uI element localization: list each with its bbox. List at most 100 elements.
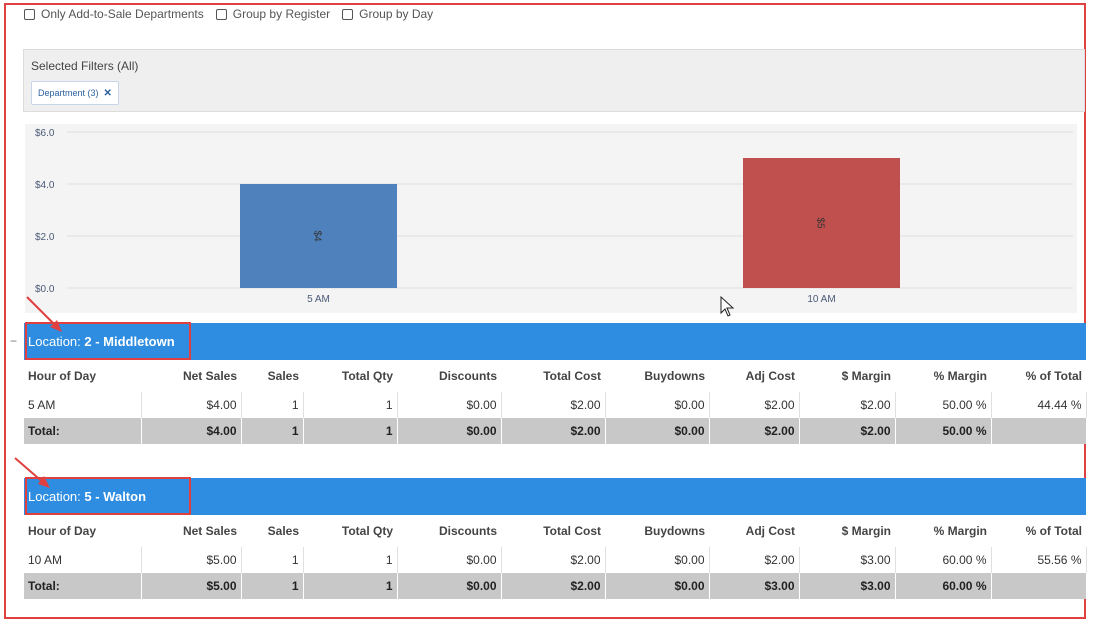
add-to-sale-label: Only Add-to-Sale Departments	[41, 7, 204, 21]
col-adj-cost[interactable]: Adj Cost	[709, 515, 799, 547]
total-discounts: $0.00	[397, 573, 502, 599]
cell-dollar-margin: $3.00	[799, 547, 896, 573]
chart-y-tick-label: $4.0	[35, 180, 55, 191]
total-percent-total	[991, 573, 1087, 599]
selected-filters-panel: Selected Filters (All) Department (3) ✕	[23, 49, 1085, 112]
collapse-icon[interactable]: −	[10, 334, 18, 348]
department-filter-chip[interactable]: Department (3) ✕	[31, 81, 119, 105]
sales-chart-svg: $0.0 $2.0 $4.0 $6.0 $4 5 AM $5 10 AM	[35, 128, 1073, 305]
col-buydowns[interactable]: Buydowns	[605, 515, 709, 547]
selected-filters-title: Selected Filters (All)	[31, 59, 139, 73]
group-by-day-option[interactable]: Group by Day	[342, 7, 433, 21]
location-table-middletown: Hour of Day Net Sales Sales Total Qty Di…	[24, 360, 1087, 444]
chart-x-tick-label: 5 AM	[307, 294, 330, 305]
sales-chart: $0.0 $2.0 $4.0 $6.0 $4 5 AM $5 10 AM	[25, 124, 1077, 313]
chart-y-tick-label: $2.0	[35, 232, 55, 243]
total-qty: 1	[303, 573, 398, 599]
total-buydowns: $0.00	[605, 573, 710, 599]
total-percent-margin: 60.00 %	[895, 573, 992, 599]
col-discounts[interactable]: Discounts	[397, 515, 501, 547]
highlight-box	[25, 477, 191, 515]
total-dollar-margin: $2.00	[799, 418, 896, 444]
col-sales[interactable]: Sales	[241, 515, 303, 547]
total-buydowns: $0.00	[605, 418, 710, 444]
col-total-qty[interactable]: Total Qty	[303, 360, 397, 392]
col-total-cost[interactable]: Total Cost	[501, 515, 605, 547]
col-hour[interactable]: Hour of Day	[24, 360, 141, 392]
total-discounts: $0.00	[397, 418, 502, 444]
col-adj-cost[interactable]: Adj Cost	[709, 360, 799, 392]
col-percent-total[interactable]: % of Total	[991, 515, 1086, 547]
col-sales[interactable]: Sales	[241, 360, 303, 392]
group-by-register-checkbox[interactable]	[215, 8, 227, 20]
add-to-sale-option[interactable]: Only Add-to-Sale Departments	[24, 7, 204, 21]
table-header-row: Hour of Day Net Sales Sales Total Qty Di…	[24, 515, 1086, 547]
table-header-row: Hour of Day Net Sales Sales Total Qty Di…	[24, 360, 1086, 392]
add-to-sale-checkbox[interactable]	[24, 8, 35, 20]
cell-sales: 1	[241, 547, 304, 573]
chart-bar	[240, 184, 397, 288]
col-net-sales[interactable]: Net Sales	[141, 515, 241, 547]
col-buydowns[interactable]: Buydowns	[605, 360, 709, 392]
location-name: 2 - Middletown	[84, 334, 175, 349]
cell-dollar-margin: $2.00	[799, 392, 896, 418]
cell-total-cost: $2.00	[501, 392, 606, 418]
location-label: Location:	[28, 334, 81, 349]
cell-adj-cost: $2.00	[709, 392, 800, 418]
total-qty: 1	[303, 418, 398, 444]
location-header-walton[interactable]: Location: 5 - Walton	[24, 478, 1086, 515]
cell-buydowns: $0.00	[605, 392, 710, 418]
total-dollar-margin: $3.00	[799, 573, 896, 599]
chart-bar	[743, 158, 900, 288]
group-by-day-checkbox[interactable]	[342, 8, 354, 20]
col-total-cost[interactable]: Total Cost	[501, 360, 605, 392]
col-percent-margin[interactable]: % Margin	[895, 515, 991, 547]
total-adj-cost: $3.00	[709, 573, 800, 599]
cell-net-sales: $4.00	[141, 392, 242, 418]
total-label: Total:	[24, 418, 142, 444]
group-by-register-option[interactable]: Group by Register	[215, 7, 331, 21]
total-sales: 1	[241, 418, 304, 444]
location-name: 5 - Walton	[84, 489, 147, 504]
cell-total-qty: 1	[303, 392, 398, 418]
cell-buydowns: $0.00	[605, 547, 710, 573]
chart-bar-label: $5	[815, 217, 826, 229]
cell-hour: 10 AM	[24, 547, 142, 573]
chart-x-tick-label: 10 AM	[807, 294, 835, 305]
cell-adj-cost: $2.00	[709, 547, 800, 573]
location-header-middletown[interactable]: Location: 2 - Middletown	[24, 323, 1086, 360]
col-percent-total[interactable]: % of Total	[991, 360, 1086, 392]
cell-discounts: $0.00	[397, 547, 502, 573]
group-by-register-label: Group by Register	[232, 7, 331, 21]
col-discounts[interactable]: Discounts	[397, 360, 501, 392]
table-row: 10 AM $5.00 1 1 $0.00 $2.00 $0.00 $2.00 …	[24, 547, 1087, 573]
total-adj-cost: $2.00	[709, 418, 800, 444]
total-percent-margin: 50.00 %	[895, 418, 992, 444]
col-hour[interactable]: Hour of Day	[24, 515, 141, 547]
group-by-day-label: Group by Day	[359, 7, 434, 21]
col-total-qty[interactable]: Total Qty	[303, 515, 397, 547]
cell-percent-margin: 60.00 %	[895, 547, 992, 573]
col-dollar-margin[interactable]: $ Margin	[799, 515, 895, 547]
report-options: Only Add-to-Sale Departments Group by Re…	[24, 7, 445, 21]
cell-percent-total: 55.56 %	[991, 547, 1087, 573]
location-table-walton: Hour of Day Net Sales Sales Total Qty Di…	[24, 515, 1087, 599]
chart-bar-label: $4	[312, 230, 323, 242]
chart-y-tick-label: $6.0	[35, 128, 55, 139]
total-sales: 1	[241, 573, 304, 599]
total-net-sales: $4.00	[141, 418, 242, 444]
cell-total-qty: 1	[303, 547, 398, 573]
total-percent-total	[991, 418, 1087, 444]
cell-total-cost: $2.00	[501, 547, 606, 573]
col-net-sales[interactable]: Net Sales	[141, 360, 241, 392]
col-dollar-margin[interactable]: $ Margin	[799, 360, 895, 392]
total-cost: $2.00	[501, 573, 606, 599]
total-net-sales: $5.00	[141, 573, 242, 599]
highlight-box	[25, 322, 191, 360]
col-percent-margin[interactable]: % Margin	[895, 360, 991, 392]
location-label: Location:	[28, 489, 81, 504]
cell-percent-margin: 50.00 %	[895, 392, 992, 418]
total-row: Total: $4.00 1 1 $0.00 $2.00 $0.00 $2.00…	[24, 418, 1087, 444]
total-cost: $2.00	[501, 418, 606, 444]
remove-filter-icon[interactable]: ✕	[103, 87, 112, 99]
